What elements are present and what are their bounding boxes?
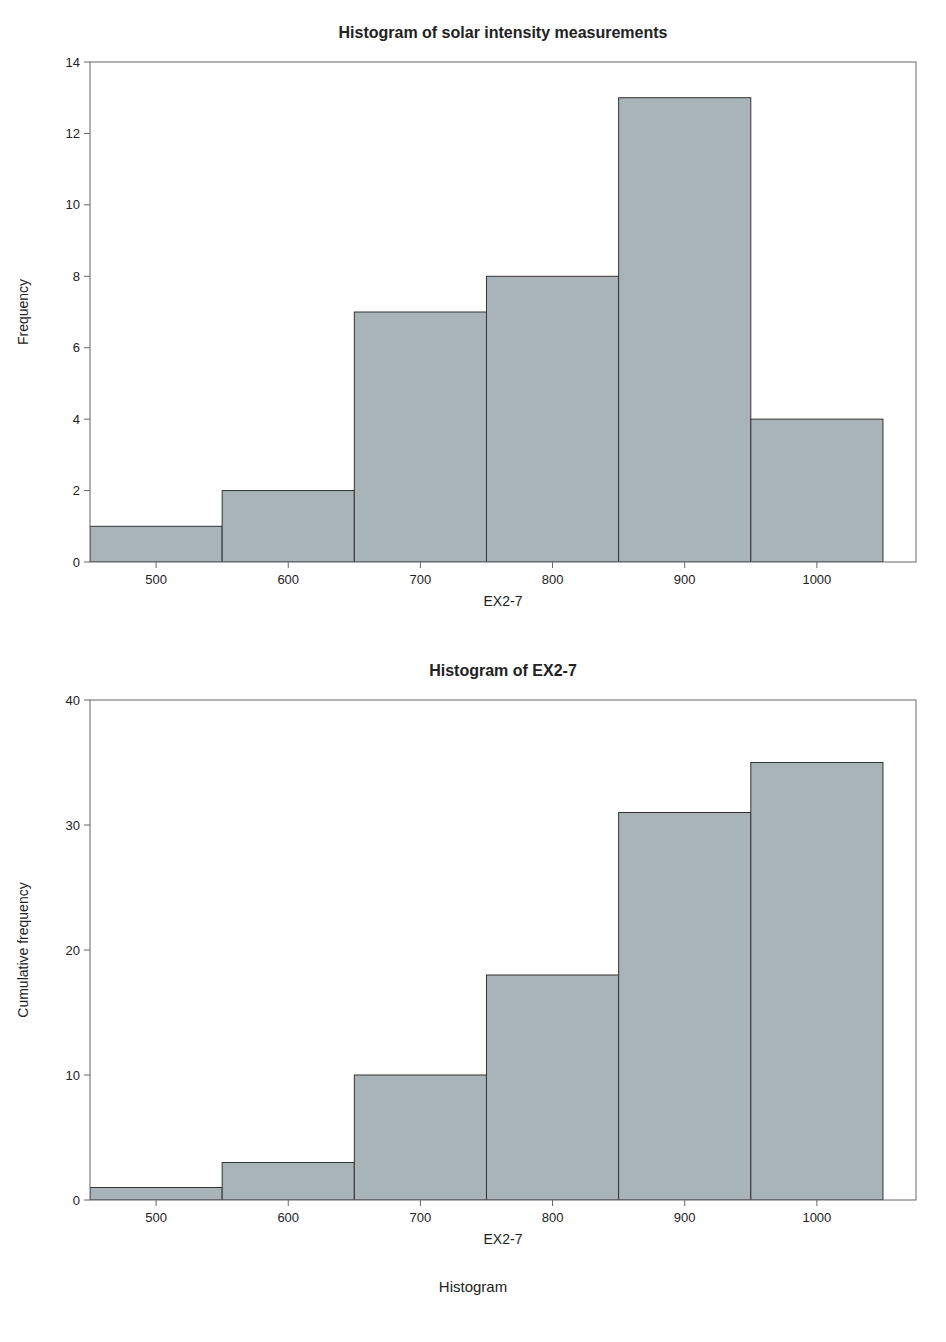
x-tick-label: 900	[674, 572, 696, 587]
histogram-bar	[90, 526, 222, 562]
y-tick	[84, 1075, 90, 1076]
y-tick	[84, 1200, 90, 1201]
x-tick	[288, 562, 289, 568]
plot-frame	[90, 700, 916, 1200]
x-tick-label: 600	[277, 572, 299, 587]
y-tick-label: 6	[73, 340, 80, 355]
x-tick-label: 1000	[802, 572, 831, 587]
x-tick	[816, 562, 817, 568]
histogram-bar	[222, 491, 354, 562]
y-tick	[84, 419, 90, 420]
chart-panel: 500 600 700 800 900 1000 0 2 4 6 8 10 12 14 Histogram …	[15, 24, 916, 609]
x-tick-label: 500	[145, 572, 167, 587]
histogram-bar	[619, 813, 751, 1201]
x-tick-label: 800	[542, 572, 564, 587]
histogram-bar	[486, 276, 618, 562]
histogram-bar	[354, 1075, 486, 1200]
x-axis-label: EX2-7	[484, 593, 523, 609]
x-tick	[288, 1200, 289, 1206]
plot-background	[90, 700, 916, 1200]
y-tick	[84, 133, 90, 134]
y-tick-label: 30	[66, 818, 80, 833]
x-tick-label: 500	[145, 1210, 167, 1225]
histogram-bar	[90, 1188, 222, 1201]
chart-title: Histogram of solar intensity measurement…	[339, 24, 668, 41]
y-tick	[84, 490, 90, 491]
bars	[90, 98, 883, 562]
y-tick	[84, 825, 90, 826]
histogram-bar	[354, 312, 486, 562]
chart-canvas: 500 600 700 800 900 1000 0 2 4 6 8 10 12 14 Histogram …	[0, 0, 946, 1342]
histogram-bar	[751, 419, 883, 562]
x-axis-label: EX2-7	[484, 1231, 523, 1247]
x-tick	[684, 1200, 685, 1206]
x-tick-label: 900	[674, 1210, 696, 1225]
y-tick	[84, 276, 90, 277]
histogram-bar	[751, 763, 883, 1201]
y-tick-label: 0	[73, 555, 80, 570]
x-tick	[552, 562, 553, 568]
x-tick	[816, 1200, 817, 1206]
plot-background	[90, 62, 916, 562]
y-tick-label: 14	[66, 55, 80, 70]
histogram-bar	[486, 975, 618, 1200]
y-tick	[84, 950, 90, 951]
x-tick	[684, 562, 685, 568]
histogram-bar	[619, 98, 751, 562]
y-tick-label: 40	[66, 693, 80, 708]
y-tick	[84, 62, 90, 63]
y-axis-label: Cumulative frequency	[15, 882, 31, 1017]
x-tick-label: 600	[277, 1210, 299, 1225]
y-tick-label: 12	[66, 126, 80, 141]
y-tick-label: 8	[73, 269, 80, 284]
y-tick	[84, 562, 90, 563]
y-tick-label: 10	[66, 1068, 80, 1083]
y-tick	[84, 204, 90, 205]
plot-frame	[90, 62, 916, 562]
y-tick-label: 20	[66, 943, 80, 958]
x-tick	[156, 1200, 157, 1206]
histogram-bar	[222, 1163, 354, 1201]
y-tick-label: 0	[73, 1193, 80, 1208]
bars	[90, 763, 883, 1201]
y-tick-label: 10	[66, 197, 80, 212]
x-tick	[552, 1200, 553, 1206]
x-tick	[156, 562, 157, 568]
annotation: Histogram	[439, 1278, 507, 1295]
chart-title: Histogram of EX2-7	[429, 662, 577, 679]
y-tick-label: 4	[73, 412, 80, 427]
x-tick	[420, 562, 421, 568]
x-tick-label: 800	[542, 1210, 564, 1225]
chart-panel: 500 600 700 800 900 1000 0 10 20 30 40 Histogram of…	[15, 662, 916, 1295]
y-axis-label: Frequency	[15, 279, 31, 345]
x-tick-label: 1000	[802, 1210, 831, 1225]
x-tick-label: 700	[410, 1210, 432, 1225]
y-tick	[84, 347, 90, 348]
y-tick	[84, 700, 90, 701]
x-tick-label: 700	[410, 572, 432, 587]
x-tick	[420, 1200, 421, 1206]
y-tick-label: 2	[73, 483, 80, 498]
